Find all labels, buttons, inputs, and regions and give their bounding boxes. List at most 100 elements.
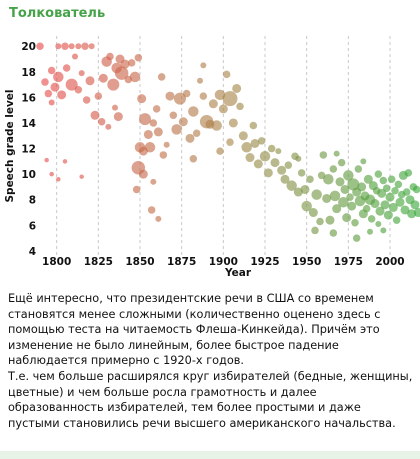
data-point xyxy=(44,89,53,98)
data-point xyxy=(50,82,60,92)
data-point xyxy=(107,78,120,91)
data-point xyxy=(249,121,258,130)
y-tick-label: 18 xyxy=(21,67,36,79)
data-point xyxy=(325,215,335,225)
data-point xyxy=(267,144,276,153)
y-tick-label: 12 xyxy=(21,144,36,156)
data-point xyxy=(106,52,114,61)
data-point xyxy=(333,150,340,157)
y-tick-label: 8 xyxy=(29,195,36,207)
data-point xyxy=(75,43,82,50)
data-point xyxy=(132,185,141,194)
x-tick-label: 1975 xyxy=(334,256,363,268)
data-point xyxy=(308,208,318,218)
data-point xyxy=(208,99,218,109)
data-point xyxy=(238,131,248,141)
data-point xyxy=(41,78,49,86)
data-point xyxy=(319,151,328,159)
data-point xyxy=(329,229,338,237)
data-point xyxy=(311,226,319,235)
data-point xyxy=(226,138,234,146)
y-tick-labels: 4 6 8 10 12 14 16 18 20 xyxy=(21,41,36,258)
speech-grade-scatter-chart: 1800 1825 1850 1875 1900 1925 1950 1975 2000 4 6 8… xyxy=(4,36,420,279)
data-point xyxy=(346,193,354,201)
data-point xyxy=(253,159,263,169)
data-point xyxy=(347,178,360,191)
data-point xyxy=(143,129,153,139)
data-point xyxy=(211,120,222,131)
data-point xyxy=(97,117,106,126)
data-point xyxy=(199,92,208,100)
data-point xyxy=(377,188,387,198)
data-point xyxy=(105,123,112,130)
reactions-strip[interactable] xyxy=(0,451,420,459)
data-point xyxy=(72,53,78,60)
data-point xyxy=(36,42,44,50)
post-paragraph-1: Ещё интересно, что президентские речи в … xyxy=(8,292,381,368)
data-point xyxy=(388,202,398,212)
chart-image[interactable]: 1800 1825 1850 1875 1900 1925 1950 1975 2000 4 6 8… xyxy=(0,28,420,280)
data-point xyxy=(165,91,175,101)
data-point xyxy=(257,137,266,145)
data-point xyxy=(311,189,322,200)
x-axis-label: Year xyxy=(224,267,252,279)
data-point xyxy=(149,119,158,127)
data-point xyxy=(163,141,170,148)
data-point xyxy=(380,200,390,210)
data-point xyxy=(138,169,148,179)
data-point xyxy=(400,205,410,215)
data-point xyxy=(178,117,188,127)
x-tick-label: 1925 xyxy=(250,256,279,268)
data-point xyxy=(363,174,373,184)
data-point xyxy=(222,70,231,79)
data-point xyxy=(153,127,163,137)
data-point xyxy=(49,171,54,177)
data-point xyxy=(129,71,141,83)
data-point xyxy=(82,96,91,104)
x-tick-label: 1950 xyxy=(292,256,321,268)
data-point xyxy=(306,175,314,184)
data-point xyxy=(245,153,255,163)
data-point xyxy=(383,210,393,220)
data-point xyxy=(342,213,352,223)
data-point xyxy=(322,193,332,203)
x-tick-label: 1800 xyxy=(42,256,71,268)
data-point xyxy=(222,91,238,107)
data-point xyxy=(295,155,302,162)
data-point xyxy=(68,43,75,50)
data-point xyxy=(62,64,71,72)
data-point xyxy=(236,102,244,111)
post-paragraph-2: Т.е. чем больше расширялся круг избирате… xyxy=(8,369,413,430)
data-point xyxy=(57,90,67,100)
data-point xyxy=(407,209,417,219)
data-point xyxy=(412,185,420,194)
data-point xyxy=(113,112,123,122)
data-point xyxy=(335,177,345,187)
data-point xyxy=(402,188,411,196)
data-point xyxy=(316,217,324,226)
y-tick-label: 6 xyxy=(29,220,36,232)
data-point xyxy=(159,151,168,159)
data-point xyxy=(284,161,293,169)
data-point xyxy=(134,53,143,62)
data-point xyxy=(343,170,354,181)
data-point xyxy=(138,146,148,156)
data-point xyxy=(88,43,95,50)
y-tick-label: 4 xyxy=(29,246,36,258)
data-point xyxy=(395,197,405,207)
data-point xyxy=(301,200,312,212)
data-point xyxy=(232,83,242,93)
data-point xyxy=(65,78,78,91)
data-point xyxy=(189,155,198,163)
data-point xyxy=(382,184,391,192)
data-point xyxy=(56,177,61,182)
data-point xyxy=(90,110,100,120)
channel-name[interactable]: Толкователь xyxy=(9,6,106,21)
data-point xyxy=(53,71,64,83)
data-point xyxy=(286,180,297,191)
data-point xyxy=(200,62,207,69)
data-point xyxy=(340,184,350,194)
data-point xyxy=(354,165,363,173)
data-point xyxy=(300,184,310,194)
